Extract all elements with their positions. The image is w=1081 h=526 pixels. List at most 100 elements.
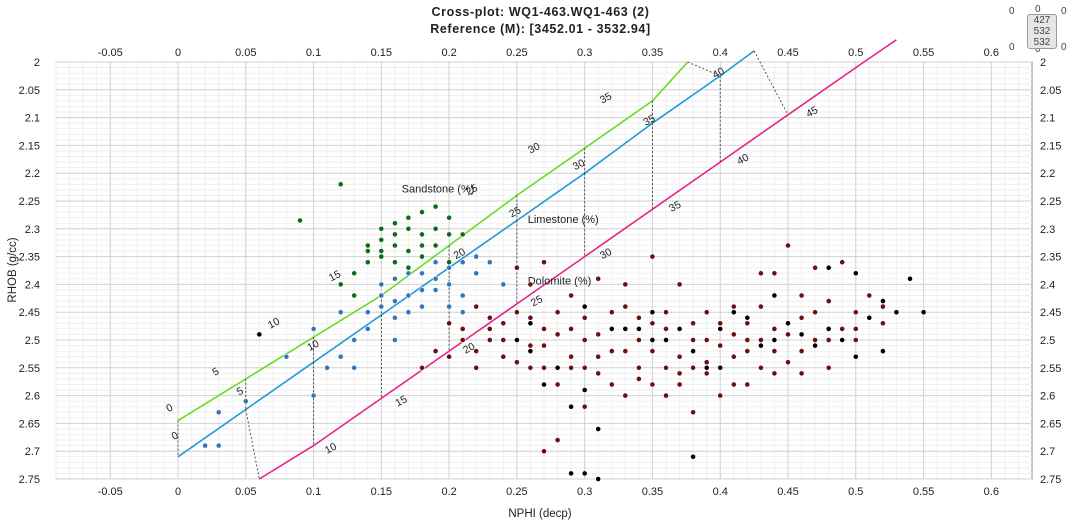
scatter-point (568, 325, 574, 332)
scatter-point (541, 448, 547, 455)
porosity-label: 5 (210, 365, 221, 378)
scatter-point (391, 259, 398, 266)
scatter-point (391, 298, 398, 304)
y-tick-label: 2.5 (1040, 335, 1055, 347)
grid (55, 61, 1032, 480)
scatter-point (907, 275, 913, 282)
scatter-point (608, 325, 615, 332)
corner-zero: 0 (1061, 6, 1067, 17)
y-tick-label: 2.1 (1040, 113, 1055, 125)
x-tick-label: 0.4 (713, 486, 728, 498)
scatter-point (283, 353, 290, 360)
scatter-point (514, 359, 520, 366)
scatter-point (717, 342, 724, 349)
scatter-point (663, 325, 669, 332)
lithology-curve (258, 39, 897, 480)
scatter-point (378, 248, 385, 254)
scatter-point (446, 259, 452, 266)
scatter-point (527, 364, 534, 371)
scatter-point (771, 348, 778, 354)
scatter-point (595, 275, 602, 282)
scatter-point (608, 348, 615, 354)
porosity-label: 40 (711, 65, 727, 81)
scatter-point (595, 426, 602, 432)
scatter-point (337, 353, 344, 360)
y-tick-label: 2.45 (1040, 307, 1061, 319)
scatter-point (676, 325, 683, 332)
y-tick-label: 2.65 (1040, 418, 1061, 430)
scatter-point (595, 331, 602, 338)
scatter-point (391, 220, 398, 227)
scatter-point (432, 275, 439, 282)
scatter-point (419, 253, 425, 260)
scatter-point (527, 314, 534, 321)
porosity-label: 15 (327, 268, 343, 284)
scatter-point (798, 292, 805, 299)
x-tick-label: 0.55 (913, 486, 934, 498)
scatter-point (771, 325, 778, 332)
scatter-point (663, 392, 669, 399)
scatter-point (717, 320, 724, 327)
scatter-point (730, 331, 737, 338)
scatter-point (459, 259, 466, 266)
scatter-point (446, 281, 452, 288)
scatter-point (758, 337, 764, 343)
scatter-point (798, 331, 805, 338)
porosity-label: 35 (667, 199, 683, 215)
y-tick-label: 2.55 (19, 363, 40, 375)
scatter-point (202, 442, 208, 449)
scatter-point (473, 253, 480, 260)
scatter-point (419, 209, 425, 215)
scatter-point (378, 225, 385, 232)
scatter-point (446, 231, 452, 238)
y-tick-label: 2.4 (1040, 279, 1055, 291)
scatter-point (595, 353, 602, 360)
scatter-point (446, 320, 452, 327)
x-tick-label: 0.1 (306, 486, 321, 498)
scatter-point (364, 248, 371, 254)
scatter-point (581, 303, 588, 310)
lithology-name-label: Sandstone (%) (402, 184, 475, 196)
scatter-point (893, 309, 900, 316)
scatter-point (825, 298, 832, 304)
scatter-point (378, 281, 385, 288)
scatter-point (703, 370, 710, 377)
scatter-point (690, 320, 696, 327)
scatter-point (391, 337, 398, 343)
y-tick-label: 2.15 (19, 140, 40, 152)
scatter-point (636, 337, 642, 343)
scatter-point (758, 270, 764, 277)
x-axis-title: NPHI (decp) (508, 508, 571, 520)
scatter-point (541, 381, 547, 388)
corner-zero: 0 (1009, 6, 1015, 17)
scatter-point (514, 309, 520, 316)
y-tick-label: 2.25 (1040, 196, 1061, 208)
corner-value: 427 (1033, 15, 1051, 26)
scatter-point (622, 281, 629, 288)
scatter-point (730, 303, 737, 310)
x-tick-label: 0.5 (848, 47, 863, 59)
scatter-point (432, 348, 439, 354)
scatter-point (676, 370, 683, 377)
y-tick-label: 2.6 (1040, 391, 1055, 403)
corner-values-box[interactable]: 427 532 532 (1027, 14, 1057, 49)
scatter-point (459, 231, 466, 238)
scatter-point (364, 242, 371, 249)
x-tick-label: 0.2 (441, 486, 456, 498)
porosity-label: 5 (235, 385, 246, 398)
porosity-label: 10 (323, 440, 339, 456)
scatter-point (568, 470, 574, 477)
scatter-point (568, 292, 574, 299)
scatter-point (852, 325, 859, 332)
scatter-point (256, 331, 263, 338)
scatter-point (554, 331, 561, 338)
scatter-point (527, 320, 534, 327)
axis-labels: NPHI (decp) RHOB (g/cc) (7, 237, 572, 520)
porosity-tie-line (687, 61, 721, 77)
scatter-point (690, 364, 696, 371)
scatter-point (880, 298, 886, 304)
scatter-point (785, 242, 791, 249)
chart-title: Cross-plot: WQ1-463.WQ1-463 (2) (431, 5, 650, 19)
corner-readout: 0 0 0 0 0 0 427 532 532 (1009, 4, 1073, 56)
